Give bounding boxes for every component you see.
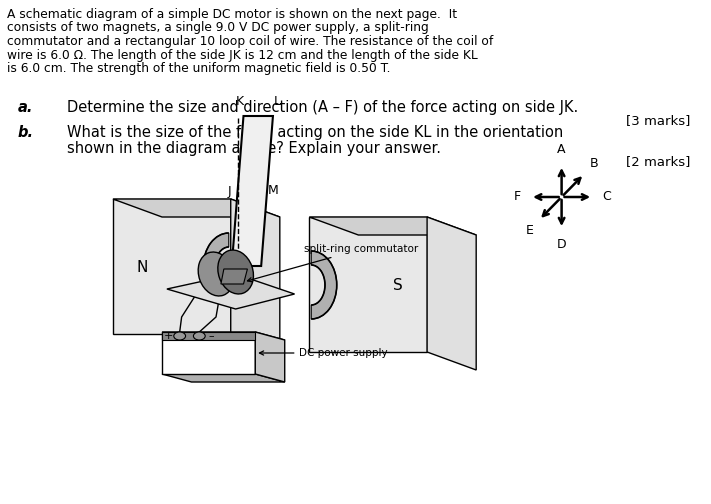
Text: E: E (526, 224, 534, 237)
Polygon shape (113, 199, 231, 334)
Polygon shape (427, 217, 476, 370)
Text: consists of two magnets, a single 9.0 V DC power supply, a split-ring: consists of two magnets, a single 9.0 V … (7, 22, 429, 34)
Text: A schematic diagram of a simple DC motor is shown on the next page.  It: A schematic diagram of a simple DC motor… (7, 8, 457, 21)
Ellipse shape (193, 332, 205, 340)
Polygon shape (162, 332, 255, 340)
Polygon shape (309, 217, 427, 352)
Text: N: N (137, 260, 148, 275)
Text: C: C (602, 191, 611, 204)
Text: S: S (392, 278, 402, 292)
Polygon shape (203, 233, 229, 301)
Text: A: A (557, 143, 566, 156)
Text: F: F (514, 191, 521, 204)
Text: B: B (590, 157, 599, 170)
Text: L: L (273, 95, 280, 108)
Text: D: D (557, 238, 567, 251)
Text: What is the size of the force acting on the side KL in the orientation: What is the size of the force acting on … (67, 125, 563, 140)
Text: b.: b. (18, 125, 33, 140)
Text: a.: a. (18, 100, 33, 115)
Text: split-ring commutator: split-ring commutator (247, 244, 419, 282)
Ellipse shape (218, 250, 253, 294)
Polygon shape (255, 332, 284, 382)
Text: [3 marks]: [3 marks] (626, 114, 690, 127)
Polygon shape (232, 116, 273, 266)
Text: is 6.0 cm. The strength of the uniform magnetic field is 0.50 T.: is 6.0 cm. The strength of the uniform m… (7, 62, 390, 75)
Ellipse shape (173, 332, 186, 340)
Polygon shape (221, 269, 247, 284)
Text: K: K (235, 95, 244, 108)
Text: Determine the size and direction (A – F) of the force acting on side JK.: Determine the size and direction (A – F)… (67, 100, 578, 115)
Text: M: M (267, 184, 278, 198)
Polygon shape (113, 199, 280, 217)
Ellipse shape (198, 252, 234, 296)
Text: [2 marks]: [2 marks] (626, 155, 690, 168)
Text: DC power supply: DC power supply (260, 348, 388, 358)
Polygon shape (162, 374, 284, 382)
Text: wire is 6.0 Ω. The length of the side JK is 12 cm and the length of the side KL: wire is 6.0 Ω. The length of the side JK… (7, 48, 478, 61)
Text: +: + (164, 331, 173, 341)
Text: –: – (208, 331, 214, 341)
Polygon shape (162, 332, 255, 374)
Polygon shape (162, 332, 284, 340)
Polygon shape (167, 274, 294, 309)
Text: shown in the diagram above? Explain your answer.: shown in the diagram above? Explain your… (67, 141, 441, 156)
Text: J: J (228, 184, 232, 198)
Polygon shape (311, 251, 337, 319)
Polygon shape (231, 199, 280, 352)
Text: commutator and a rectangular 10 loop coil of wire. The resistance of the coil of: commutator and a rectangular 10 loop coi… (7, 35, 493, 48)
Polygon shape (309, 217, 476, 235)
